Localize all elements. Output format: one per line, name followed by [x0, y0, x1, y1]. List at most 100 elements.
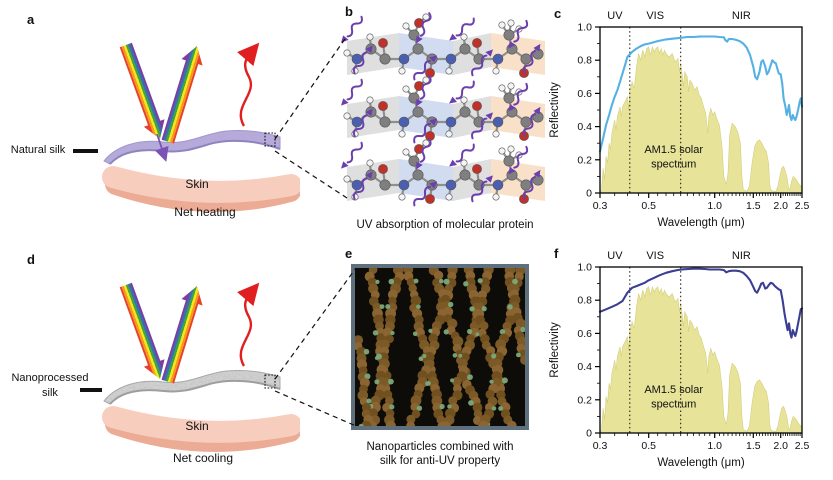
atom-C	[520, 53, 532, 65]
nanoparticle	[388, 378, 394, 385]
x-tick-label: 1.5	[746, 200, 761, 212]
nanoparticle	[475, 332, 480, 337]
nanoparticle	[425, 381, 430, 386]
region-label: UV	[607, 10, 623, 22]
reflectivity-curve	[598, 35, 804, 153]
nanoparticle	[439, 403, 445, 410]
atom-H	[507, 82, 515, 90]
atom-O	[378, 101, 388, 111]
panel-e-nanoparticle-image: e Nanoparticles combined with silk for a…	[345, 246, 529, 467]
atom-C	[520, 116, 532, 128]
atom-C	[503, 92, 515, 104]
nanoparticle-caption-line1: Nanoparticles combined with	[366, 441, 513, 453]
reflectivity-curve	[598, 267, 804, 339]
y-tick-label: 1.0	[577, 22, 592, 34]
atom-C	[503, 155, 515, 167]
atom-C	[459, 169, 471, 181]
nanoparticle	[481, 306, 487, 312]
skin-label: Skin	[185, 419, 208, 433]
nanoparticle	[520, 326, 525, 333]
y-tick-label: 0.2	[577, 154, 592, 166]
atom-C	[412, 106, 424, 118]
atom-H	[460, 96, 468, 104]
atom-C	[379, 179, 391, 191]
y-tick-label: 1.0	[577, 262, 592, 274]
x-tick-label: 0.3	[593, 440, 608, 452]
atom-H	[366, 96, 374, 104]
nanoprocessed-silk-label-line1: Nanoprocessed	[11, 372, 88, 384]
uv-absorption-caption: UV absorption of molecular protein	[356, 219, 533, 231]
incident-light-arrow	[115, 281, 171, 383]
nanoparticle	[363, 348, 370, 355]
solar-annotation-line2: spectrum	[651, 158, 696, 170]
region-label: NIR	[732, 10, 751, 22]
x-tick-label: 2.0	[773, 440, 788, 452]
nanoparticle	[443, 278, 450, 285]
nanoparticle	[416, 405, 423, 411]
atom-N	[445, 179, 457, 191]
natural-silk-sheet	[103, 130, 281, 165]
net-heating-caption: Net heating	[174, 205, 235, 219]
nanoparticle	[374, 379, 380, 385]
solar-annotation-line2: spectrum	[651, 398, 696, 410]
nanoparticle	[512, 278, 518, 285]
atom-N	[398, 116, 410, 128]
x-tick-label: 1.0	[707, 200, 722, 212]
atom-N	[398, 53, 410, 65]
atom-N	[492, 53, 504, 65]
nanoparticle	[447, 404, 452, 409]
nanoparticle	[358, 423, 364, 426]
atom-H	[445, 130, 453, 138]
region-label: VIS	[646, 10, 664, 22]
nanoparticle	[372, 330, 379, 336]
atom-H	[492, 193, 500, 201]
nanoparticle	[452, 353, 458, 358]
nanoparticle	[450, 378, 455, 383]
atom-H	[492, 67, 500, 75]
atom-H	[492, 130, 500, 138]
nanoparticle	[376, 353, 382, 360]
atom-O	[472, 38, 482, 48]
nanoparticle	[416, 304, 421, 310]
atom-N	[492, 116, 504, 128]
atom-H	[498, 21, 506, 29]
x-tick-label: 2.5	[795, 200, 810, 212]
atom-N	[445, 116, 457, 128]
y-tick-label: 0.6	[577, 88, 592, 100]
nanoparticle	[389, 404, 395, 410]
silk-bottom-edge	[109, 379, 281, 405]
y-tick-label: 0.8	[577, 55, 592, 67]
nanoparticle	[439, 278, 444, 284]
panel-letter-e: e	[345, 246, 352, 261]
y-tick-label: 0.2	[577, 394, 592, 406]
nanoparticle-caption-line2: silk for anti-UV property	[380, 455, 500, 467]
x-tick-label: 0.5	[641, 200, 656, 212]
atom-H	[402, 148, 410, 156]
label-dash	[73, 149, 98, 153]
nanoparticle	[428, 328, 433, 333]
y-tick-label: 0.4	[577, 121, 592, 133]
atom-C	[503, 29, 515, 41]
zoom-region-box	[264, 374, 276, 389]
nanoparticle	[468, 400, 474, 406]
atom-H	[507, 19, 515, 27]
chart-c-content: 0 0.2 0.4 0.6 0.8 1.0 0.3 0.5 1.0 1.5 2.0 2.5 UV VIS N…	[549, 10, 809, 229]
atom-H	[402, 22, 410, 30]
x-tick-label: 0.5	[641, 440, 656, 452]
atom-H	[343, 49, 351, 57]
atom-C	[459, 106, 471, 118]
label-dash	[80, 388, 102, 392]
nanoparticle	[463, 281, 469, 287]
zoom-region-box	[264, 132, 276, 147]
silk-nanofiber-strands	[355, 268, 525, 426]
panel-letter-a: a	[27, 12, 35, 27]
atom-O	[378, 164, 388, 174]
atom-C	[412, 169, 424, 181]
y-tick-label: 0	[586, 428, 592, 440]
heat-arrow	[236, 282, 260, 367]
atom-H	[498, 147, 506, 155]
skin-label: Skin	[185, 177, 208, 191]
y-tick-label: 0	[586, 188, 592, 200]
nanoparticle	[467, 328, 473, 335]
atom-H	[343, 112, 351, 120]
